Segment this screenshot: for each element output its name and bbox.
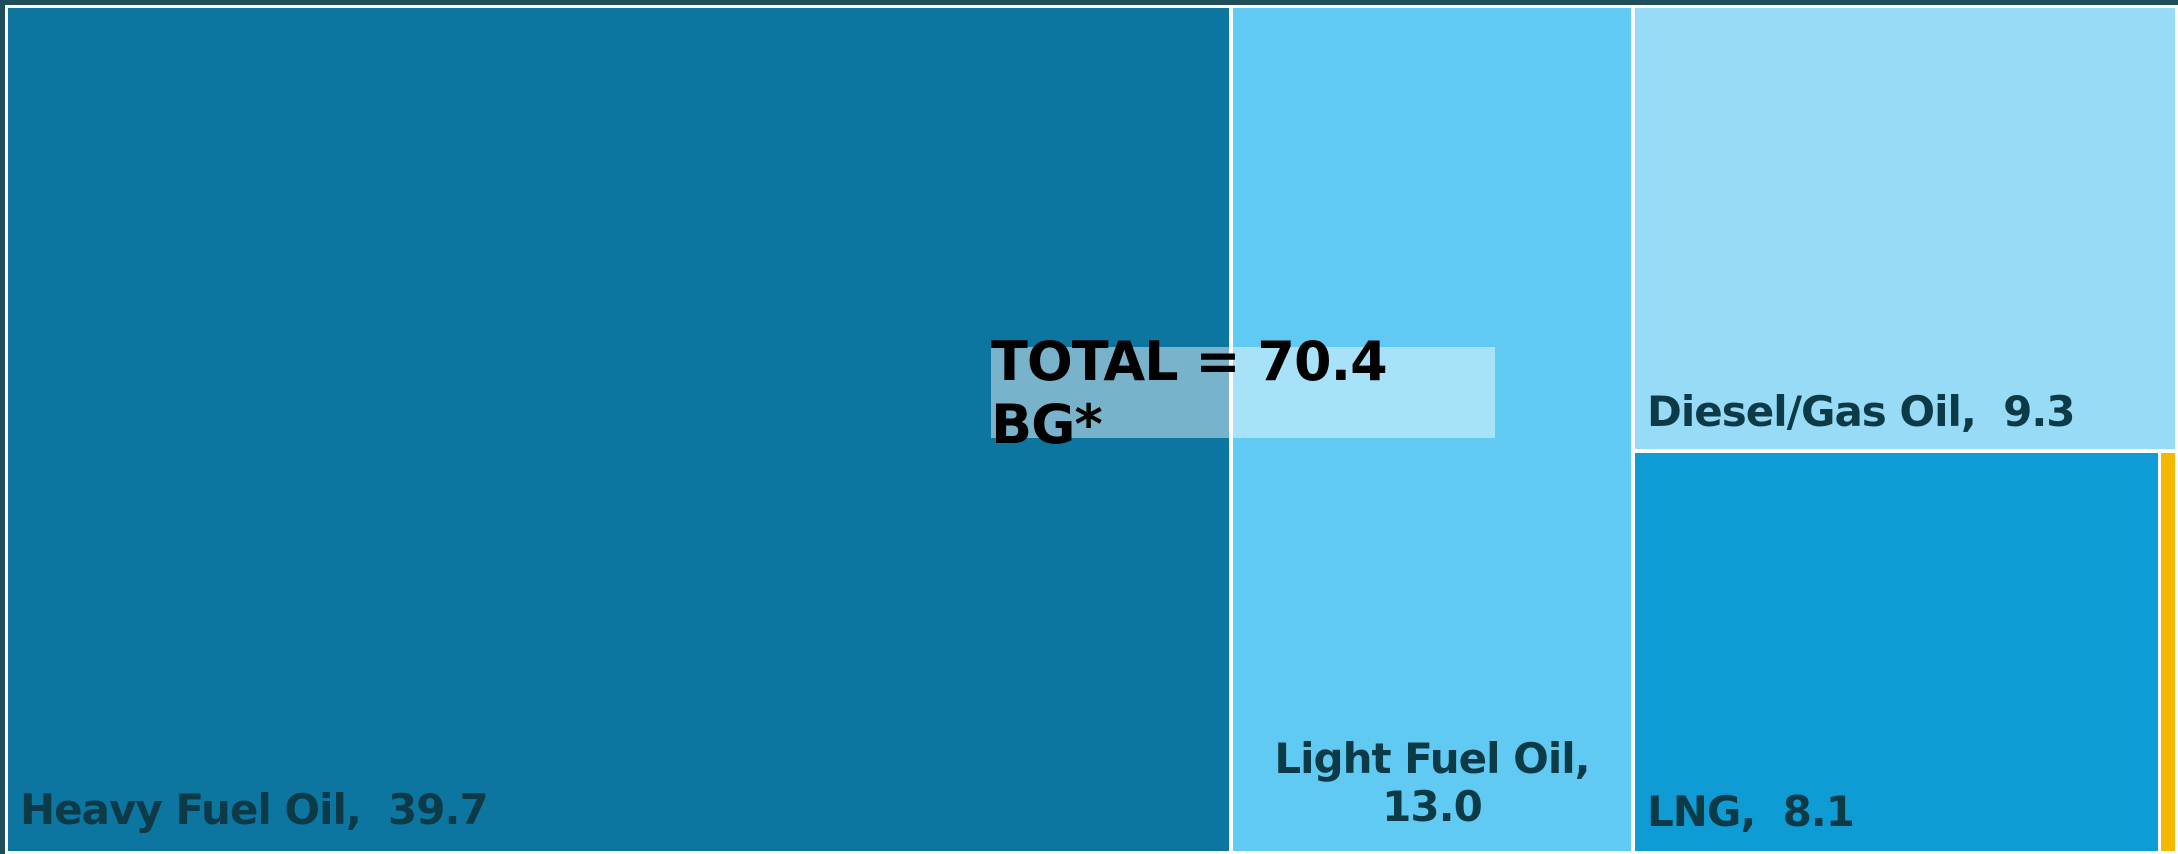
- total-label: TOTAL = 70.4 BG*: [991, 329, 1388, 456]
- tile-other: [2158, 450, 2178, 854]
- tile-heavy-fuel-oil: Heavy Fuel Oil, 39.7: [5, 5, 1232, 854]
- tile-diesel-gas-oil: Diesel/Gas Oil, 9.3: [1632, 5, 2178, 452]
- tile-label-lng: LNG, 8.1: [1647, 787, 1855, 836]
- tile-label-light-fuel-oil: Light Fuel Oil, 13.0: [1274, 734, 1590, 832]
- tile-label-heavy-fuel-oil: Heavy Fuel Oil, 39.7: [20, 785, 489, 834]
- tile-light-fuel-oil: Light Fuel Oil, 13.0: [1230, 5, 1634, 854]
- tile-lng: LNG, 8.1: [1632, 450, 2162, 854]
- total-label-box: TOTAL = 70.4 BG*: [991, 330, 1495, 456]
- tile-label-diesel-gas-oil: Diesel/Gas Oil, 9.3: [1647, 387, 2076, 436]
